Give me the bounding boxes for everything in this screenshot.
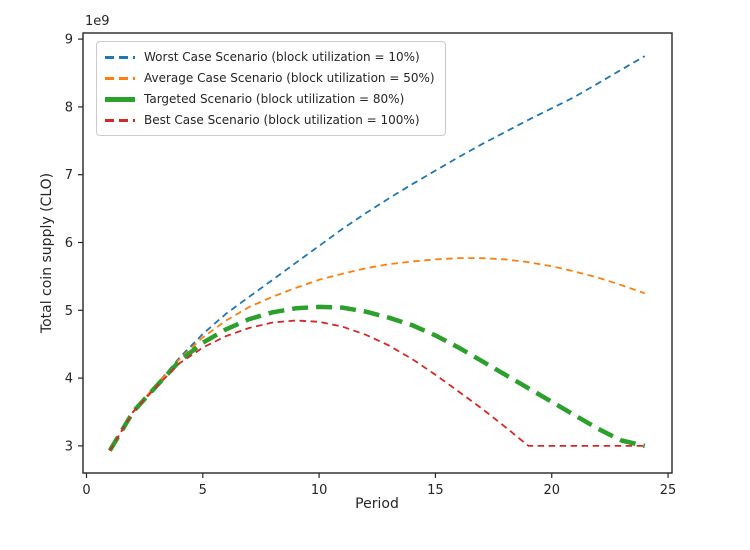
x-axis-label: Period	[355, 496, 399, 512]
y-tick-label: 4	[65, 372, 73, 387]
x-tick-label: 20	[543, 483, 560, 498]
x-tick-label: 25	[660, 483, 677, 498]
legend-label-worst-case: Worst Case Scenario (block utilization =…	[144, 50, 420, 64]
y-tick-label: 7	[65, 168, 73, 183]
y-tick-label: 5	[65, 304, 73, 319]
x-tick-label: 10	[311, 483, 328, 498]
legend-label-average-case: Average Case Scenario (block utilization…	[144, 71, 435, 85]
legend-label-targeted: Targeted Scenario (block utilization = 8…	[144, 92, 405, 106]
y-axis-label: Total coin supply (CLO)	[39, 172, 55, 334]
series-line-2	[107, 304, 646, 452]
legend-label-best-case: Best Case Scenario (block utilization = …	[144, 113, 420, 127]
legend-item-targeted: Targeted Scenario (block utilization = 8…	[105, 90, 435, 108]
x-tick-label: 0	[82, 483, 90, 498]
legend-item-average-case: Average Case Scenario (block utilization…	[105, 69, 435, 87]
legend-item-best-case: Best Case Scenario (block utilization = …	[105, 111, 435, 129]
series-line-1	[109, 257, 646, 452]
y-tick-label: 6	[65, 236, 73, 251]
y-tick-label: 3	[65, 439, 73, 454]
series-line-0	[109, 55, 646, 452]
x-tick-label: 15	[427, 483, 444, 498]
series-line-3	[109, 319, 645, 452]
plot-frame	[82, 32, 673, 474]
y-tick-label: 8	[65, 100, 73, 115]
legend-item-worst-case: Worst Case Scenario (block utilization =…	[105, 48, 435, 66]
y-tick-label: 9	[65, 33, 73, 48]
legend-swatch-best-case	[105, 118, 135, 122]
legend-swatch-worst-case	[105, 55, 135, 59]
x-tick-label: 5	[199, 483, 207, 498]
legend-swatch-average-case	[105, 76, 135, 80]
y-axis-offset-label: 1e9	[85, 14, 110, 29]
legend-swatch-targeted	[105, 96, 135, 102]
legend: Worst Case Scenario (block utilization =…	[96, 41, 446, 136]
